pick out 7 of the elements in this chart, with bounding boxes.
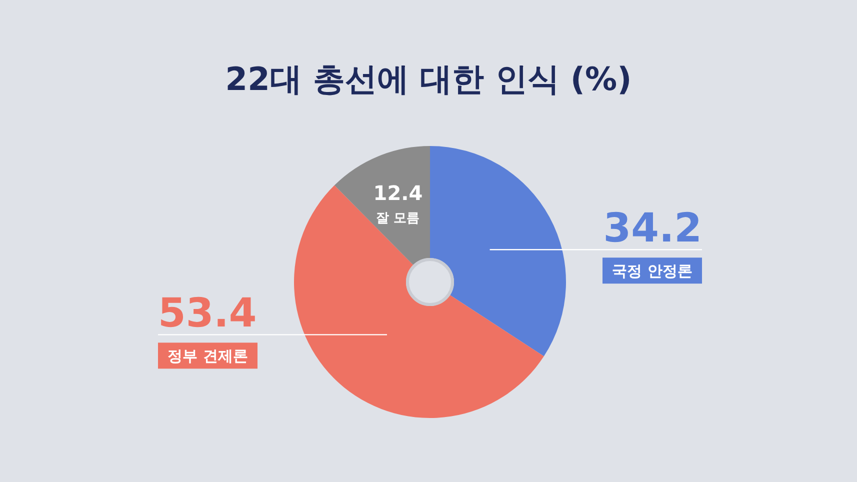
chart-title: 22대 총선에 대한 인식 (%) [225, 60, 632, 98]
data-label: 53.4 [158, 290, 257, 337]
slice-label: 잘 모름 [376, 210, 420, 226]
slice-label: 정부 견제론 [168, 347, 248, 366]
slice-label: 국정 안정론 [612, 262, 692, 280]
data-label: 12.4 [373, 180, 423, 205]
data-label: 34.2 [603, 206, 702, 252]
